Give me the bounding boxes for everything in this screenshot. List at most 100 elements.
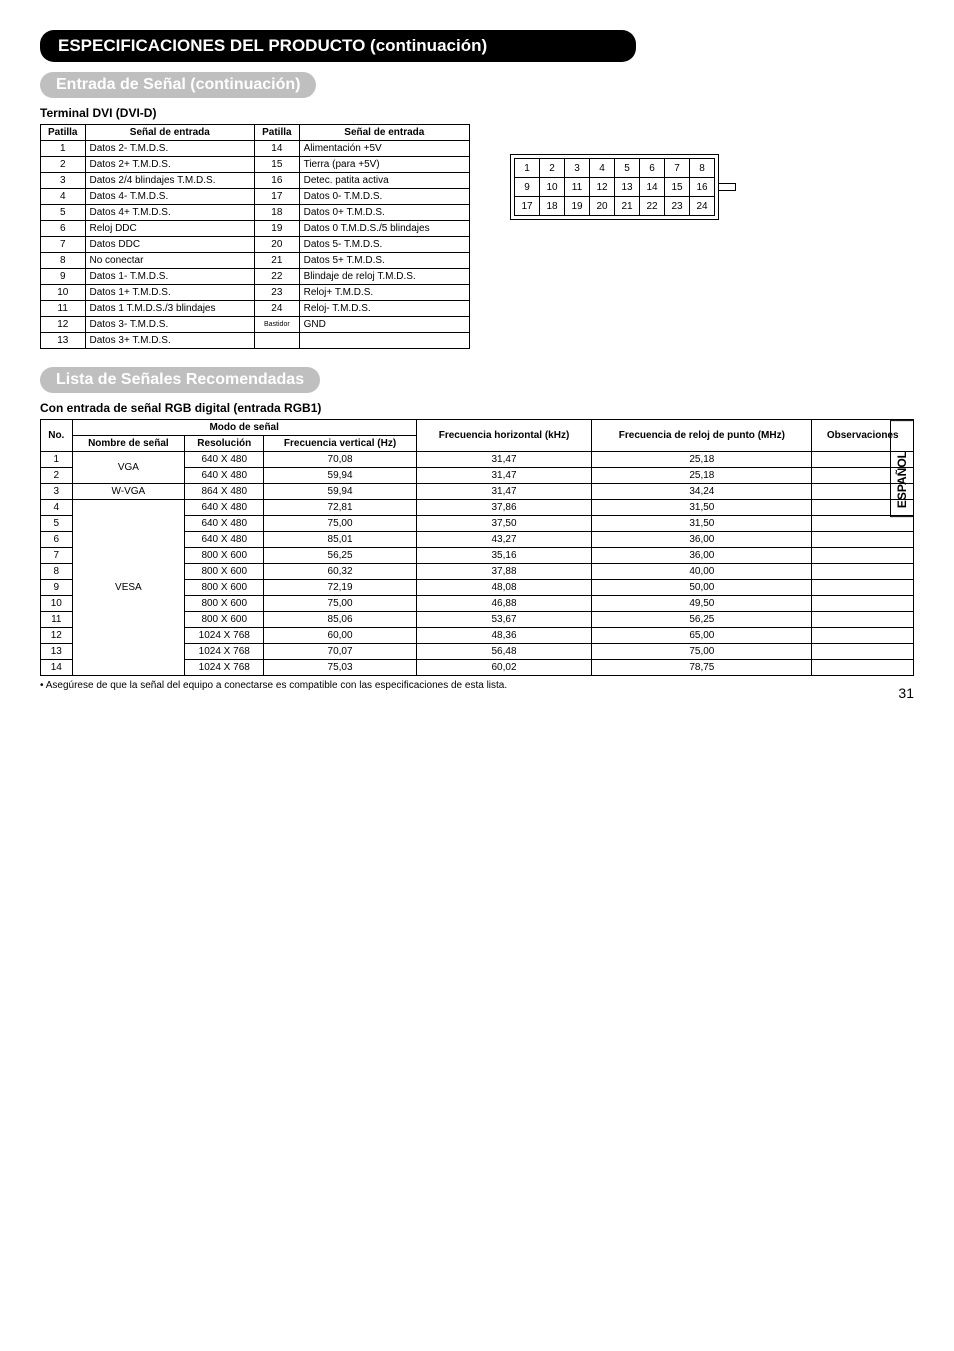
connector-pin: 12 [590, 178, 615, 197]
pin-cell: Datos DDC [85, 237, 255, 253]
signal-cell: 37,88 [416, 564, 591, 580]
pin-cell: Datos 1+ T.M.D.S. [85, 285, 255, 301]
th-nombre: Nombre de señal [72, 436, 185, 452]
signal-cell: 75,00 [264, 596, 416, 612]
pin-th-1: Patilla [41, 125, 86, 141]
signal-cell: 49,50 [592, 596, 812, 612]
signal-cell [812, 628, 914, 644]
pin-th-4: Señal de entrada [299, 125, 469, 141]
signals-section-title: Con entrada de señal RGB digital (entrad… [40, 401, 914, 415]
signal-cell: 31,47 [416, 484, 591, 500]
signal-cell: 75,03 [264, 660, 416, 676]
th-fv: Frecuencia vertical (Hz) [264, 436, 416, 452]
signal-cell [812, 548, 914, 564]
signal-cell: 70,07 [264, 644, 416, 660]
signal-cell: 37,50 [416, 516, 591, 532]
connector-pin: 7 [665, 159, 690, 178]
pin-th-3: Patilla [255, 125, 300, 141]
pin-cell: Datos 2/4 blindajes T.M.D.S. [85, 173, 255, 189]
pin-cell: Datos 5+ T.M.D.S. [299, 253, 469, 269]
signal-cell: 48,36 [416, 628, 591, 644]
pin-cell: 2 [41, 157, 86, 173]
signal-cell: 46,88 [416, 596, 591, 612]
pin-cell: Datos 4+ T.M.D.S. [85, 205, 255, 221]
connector-pin: 8 [690, 159, 715, 178]
pin-cell: Datos 0- T.M.D.S. [299, 189, 469, 205]
connector-pin: 18 [540, 197, 565, 216]
signal-cell: 34,24 [592, 484, 812, 500]
pin-cell: 6 [41, 221, 86, 237]
connector-pin: 17 [515, 197, 540, 216]
pin-cell: Tierra (para +5V) [299, 157, 469, 173]
signal-cell: 60,00 [264, 628, 416, 644]
signals-table: No. Modo de señal Frecuencia horizontal … [40, 419, 914, 676]
pin-cell: Datos 2+ T.M.D.S. [85, 157, 255, 173]
signal-cell: 640 X 480 [185, 468, 264, 484]
signal-cell: 70,08 [264, 452, 416, 468]
pin-cell: Bastidor [255, 317, 300, 333]
row-no: 1 [41, 452, 73, 468]
signal-cell: 85,01 [264, 532, 416, 548]
signal-cell: 640 X 480 [185, 500, 264, 516]
pin-cell: 8 [41, 253, 86, 269]
connector-pin: 3 [565, 159, 590, 178]
row-no: 12 [41, 628, 73, 644]
row-no: 6 [41, 532, 73, 548]
connector-pin: 20 [590, 197, 615, 216]
signal-cell: 640 X 480 [185, 452, 264, 468]
signal-cell: 75,00 [264, 516, 416, 532]
connector-pin: 16 [690, 178, 715, 197]
signal-name-cell: W-VGA [72, 484, 185, 500]
signal-cell: 85,06 [264, 612, 416, 628]
pin-cell: 10 [41, 285, 86, 301]
signal-cell: 60,32 [264, 564, 416, 580]
pin-cell: Datos 1 T.M.D.S./3 blindajes [85, 301, 255, 317]
connector-pin: 14 [640, 178, 665, 197]
th-no: No. [41, 420, 73, 452]
connector-pin: 4 [590, 159, 615, 178]
signal-cell: 36,00 [592, 532, 812, 548]
signal-cell: 31,47 [416, 452, 591, 468]
pin-cell: 19 [255, 221, 300, 237]
pin-cell: Datos 3- T.M.D.S. [85, 317, 255, 333]
pin-cell: Reloj- T.M.D.S. [299, 301, 469, 317]
pin-cell: Datos 5- T.M.D.S. [299, 237, 469, 253]
th-modo: Modo de señal [72, 420, 416, 436]
signal-cell: 800 X 600 [185, 596, 264, 612]
signal-cell: 40,00 [592, 564, 812, 580]
signal-cell: 25,18 [592, 452, 812, 468]
pin-cell: Alimentación +5V [299, 141, 469, 157]
pin-cell: 13 [41, 333, 86, 349]
pin-cell: 22 [255, 269, 300, 285]
language-tab: ESPAÑOL [890, 420, 914, 517]
signal-cell: 31,47 [416, 468, 591, 484]
connector-pin: 10 [540, 178, 565, 197]
signal-cell [812, 516, 914, 532]
row-no: 13 [41, 644, 73, 660]
connector-pin: 11 [565, 178, 590, 197]
signal-name-cell: VESA [72, 500, 185, 676]
signal-cell [812, 564, 914, 580]
row-no: 8 [41, 564, 73, 580]
row-no: 14 [41, 660, 73, 676]
connector-pin: 15 [665, 178, 690, 197]
row-no: 11 [41, 612, 73, 628]
signal-cell: 43,27 [416, 532, 591, 548]
pin-cell [299, 333, 469, 349]
pin-cell: Detec. patita activa [299, 173, 469, 189]
row-no: 9 [41, 580, 73, 596]
pin-cell [255, 333, 300, 349]
pin-cell: 3 [41, 173, 86, 189]
pin-cell: 15 [255, 157, 300, 173]
row-no: 2 [41, 468, 73, 484]
pin-cell: GND [299, 317, 469, 333]
signal-cell: 36,00 [592, 548, 812, 564]
connector-pin: 9 [515, 178, 540, 197]
pin-table: Patilla Señal de entrada Patilla Señal d… [40, 124, 470, 349]
signal-cell: 35,16 [416, 548, 591, 564]
terminal-title: Terminal DVI (DVI-D) [40, 106, 914, 120]
pin-cell: Datos 0+ T.M.D.S. [299, 205, 469, 221]
row-no: 10 [41, 596, 73, 612]
connector-pin: 5 [615, 159, 640, 178]
signal-cell [812, 532, 914, 548]
